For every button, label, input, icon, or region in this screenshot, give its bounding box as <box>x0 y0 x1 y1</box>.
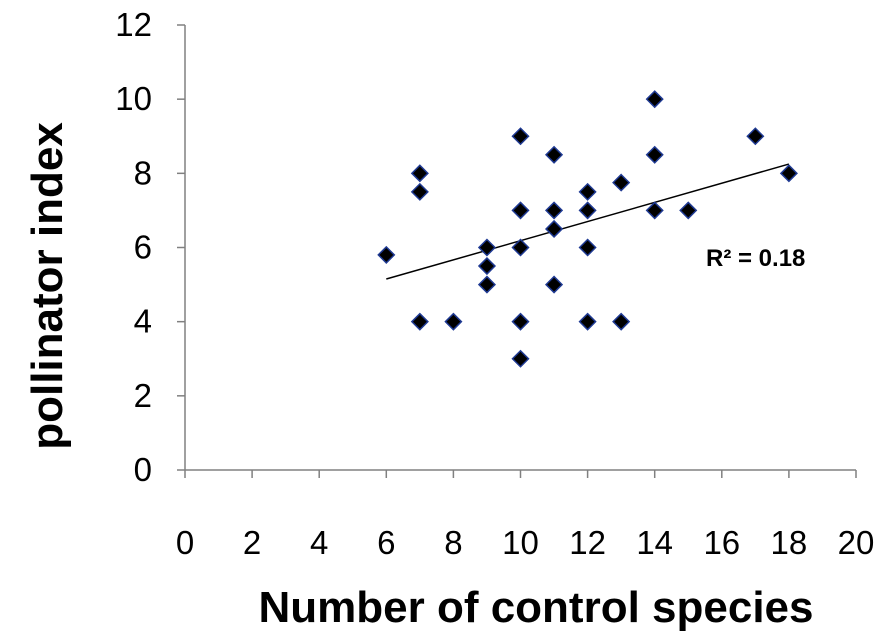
data-point <box>444 312 463 331</box>
y-tick-label: 4 <box>134 303 152 340</box>
y-tick-label: 10 <box>115 80 152 117</box>
data-point <box>645 90 664 109</box>
x-tick-label: 8 <box>444 524 462 561</box>
data-point <box>578 201 597 220</box>
data-point <box>511 238 530 257</box>
data-point <box>578 312 597 331</box>
x-tick-label: 16 <box>703 524 740 561</box>
data-point <box>511 312 530 331</box>
x-tick-label: 10 <box>502 524 539 561</box>
data-point <box>511 349 530 368</box>
data-point <box>544 201 564 220</box>
data-point <box>511 201 530 220</box>
data-point <box>477 275 497 294</box>
x-axis-title: Number of control species <box>258 583 813 632</box>
y-tick-label: 12 <box>115 6 152 43</box>
x-tick-label: 6 <box>377 524 395 561</box>
data-point <box>410 164 429 183</box>
trendline-group <box>386 163 790 280</box>
data-point <box>779 164 798 183</box>
data-points <box>377 90 798 368</box>
y-tick-label: 6 <box>134 229 152 266</box>
x-tick-label: 2 <box>243 524 261 561</box>
x-tick-label: 20 <box>838 524 875 561</box>
data-point <box>410 182 429 201</box>
y-tick-label: 2 <box>134 377 152 414</box>
data-point <box>544 145 564 164</box>
trendline <box>386 163 790 280</box>
x-axis-ticks: 0 2 4 6 8 10 12 14 16 18 20 <box>176 470 875 561</box>
x-tick-label: 18 <box>771 524 808 561</box>
data-point <box>578 238 597 257</box>
data-point <box>544 275 564 294</box>
data-point <box>645 145 664 164</box>
data-point <box>746 127 765 146</box>
data-point <box>645 201 664 220</box>
data-point <box>612 173 631 192</box>
data-point <box>612 312 631 331</box>
data-point <box>410 312 429 331</box>
data-point <box>477 256 497 276</box>
x-tick-label: 14 <box>636 524 673 561</box>
x-tick-label: 4 <box>310 524 328 561</box>
y-tick-label: 8 <box>134 154 152 191</box>
x-tick-label: 12 <box>569 524 606 561</box>
data-point <box>511 127 530 146</box>
x-tick-label: 0 <box>176 524 194 561</box>
r-squared-annotation: R² = 0.18 <box>706 245 805 272</box>
y-tick-label: 0 <box>134 451 152 488</box>
data-point <box>377 245 396 264</box>
y-axis-title: pollinator index <box>23 122 72 450</box>
data-point <box>477 238 497 257</box>
data-point <box>679 201 698 220</box>
data-point <box>578 182 597 201</box>
y-axis-ticks: 0 2 4 6 8 10 12 <box>115 6 185 488</box>
data-point <box>544 219 564 239</box>
